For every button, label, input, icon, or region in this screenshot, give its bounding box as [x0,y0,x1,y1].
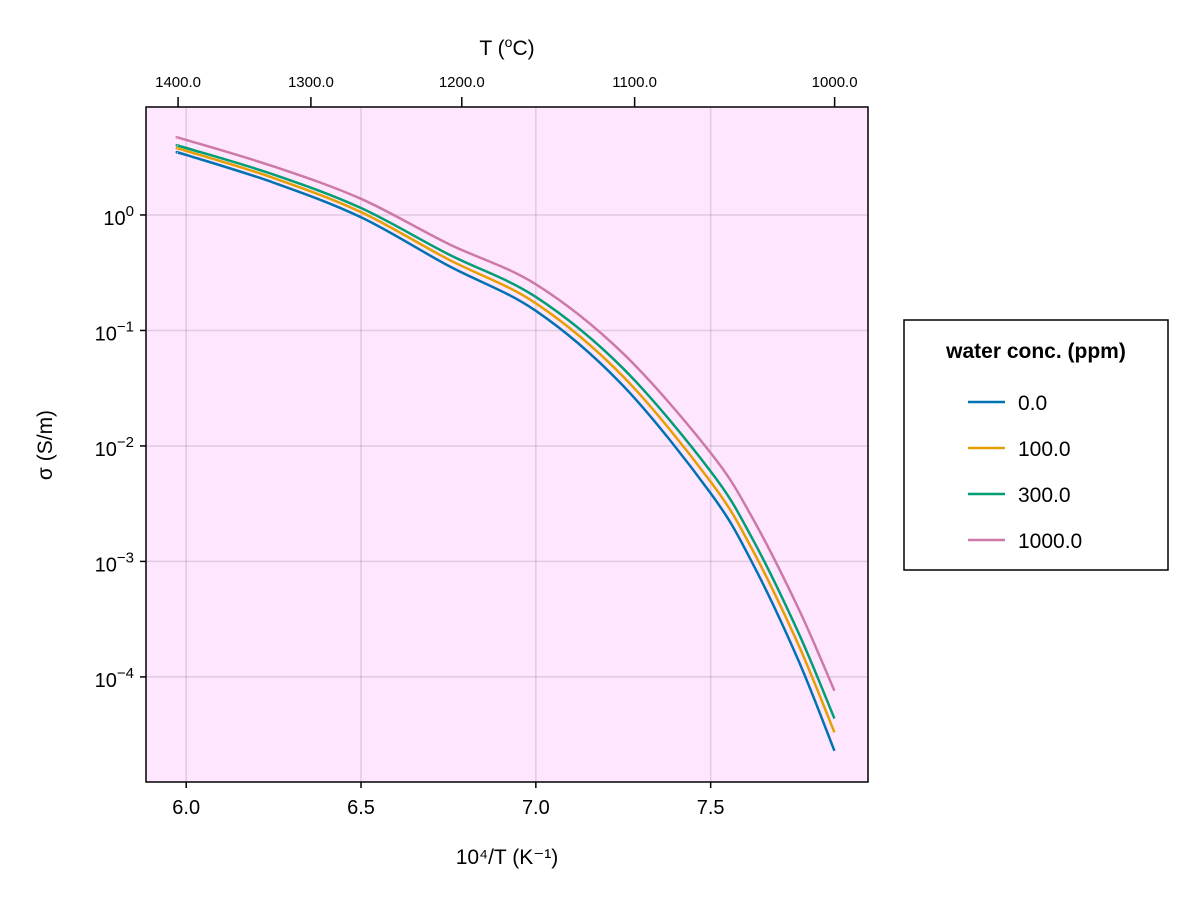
x-tick-label: 7.0 [522,797,550,819]
top-axis: 1400.0 1300.0 1200.0 1100.0 1000.0 [155,74,858,107]
legend-box [903,319,1169,571]
top-tick-label: 1200.0 [439,74,485,91]
top-tick-label: 1000.0 [812,74,858,91]
y-axis: 100 10−1 10−2 10−3 10−4 [95,203,146,692]
legend-label: 0.0 [1018,392,1047,415]
plot-frame [145,106,869,783]
y-tick-label: 10−3 [95,549,134,576]
x-tick-label: 7.5 [697,797,725,819]
x-tick-label: 6.0 [172,797,200,819]
y-tick-label: 10−2 [95,434,134,461]
series-line-300.0 [175,144,836,719]
series-line-1000.0 [175,136,836,692]
series-lines [175,136,836,752]
top-tick-label: 1100.0 [612,74,657,91]
top-tick-label: 1300.0 [288,74,334,91]
top-tick-label: 1400.0 [155,74,201,91]
x-axis: 6.0 6.5 7.0 7.5 [172,782,725,819]
y-tick-label: 10−1 [95,318,134,345]
y-tick-label: 10−4 [95,665,134,692]
plot-background [146,107,868,782]
y-tick-label: 100 [103,203,134,230]
grid [146,107,868,782]
x-tick-label: 6.5 [347,797,375,819]
top-axis-label: T (oC) [479,34,534,60]
legend-label: 300.0 [1018,484,1071,507]
y-axis-label: σ (S/m) [34,410,57,480]
series-line-100.0 [175,147,836,733]
legend: water conc. (ppm) 0.0 100.0 300.0 1000.0 [903,319,1169,571]
legend-title: water conc. (ppm) [945,340,1126,363]
x-axis-label: 10⁴/T (K⁻¹) [456,846,559,869]
series-line-0.0 [175,150,836,752]
legend-label: 100.0 [1018,438,1071,461]
legend-label: 1000.0 [1018,530,1082,553]
